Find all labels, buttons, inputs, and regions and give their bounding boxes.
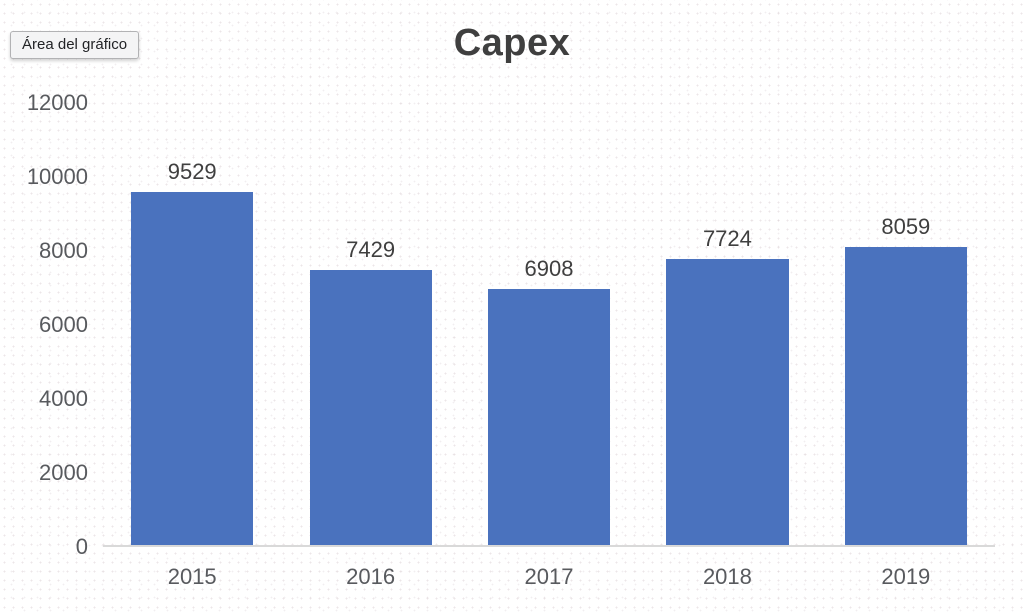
bar-group-2016: 7429 <box>281 103 459 545</box>
bar-group-2018: 7724 <box>638 103 816 545</box>
x-tick-label: 2017 <box>524 564 574 589</box>
data-label: 6908 <box>524 256 574 281</box>
bar-group-2015: 9529 <box>103 103 281 545</box>
tooltip-label: Área del gráfico <box>22 36 128 53</box>
x-tick-label: 2019 <box>881 564 931 589</box>
y-tick-label: 12000 <box>26 90 88 115</box>
x-tick-label: 2018 <box>702 564 752 589</box>
x-tick-label: 2016 <box>346 564 396 589</box>
chart-title[interactable]: Capex <box>453 22 571 64</box>
bar-2015[interactable] <box>131 192 254 545</box>
y-tick-label: 6000 <box>39 312 88 337</box>
data-label: 7724 <box>702 226 752 251</box>
bar-2019[interactable] <box>844 247 967 545</box>
y-tick-label: 8000 <box>39 238 88 263</box>
bar-2018[interactable] <box>666 259 789 545</box>
bar-group-2017: 6908 <box>460 103 638 545</box>
y-tick-label: 2000 <box>39 460 88 485</box>
data-label: 7429 <box>346 237 396 262</box>
bar-group-2019: 8059 <box>817 103 995 545</box>
y-tick-label: 10000 <box>26 164 88 189</box>
data-label: 9529 <box>167 159 217 184</box>
plot-area[interactable]: 9529 7429 6908 7724 8059 <box>103 103 995 547</box>
data-label: 8059 <box>881 214 931 239</box>
chart-area-tooltip: Área del gráfico <box>10 31 140 59</box>
bar-2017[interactable] <box>487 289 611 545</box>
y-tick-label: 4000 <box>39 386 88 411</box>
bar-2016[interactable] <box>309 270 432 545</box>
x-axis: 2015 2016 2017 2018 2019 <box>103 564 995 590</box>
y-tick-label: 0 <box>75 534 88 559</box>
x-tick-label: 2015 <box>167 564 217 589</box>
y-axis: 0 2000 4000 6000 8000 10000 12000 <box>0 92 88 558</box>
